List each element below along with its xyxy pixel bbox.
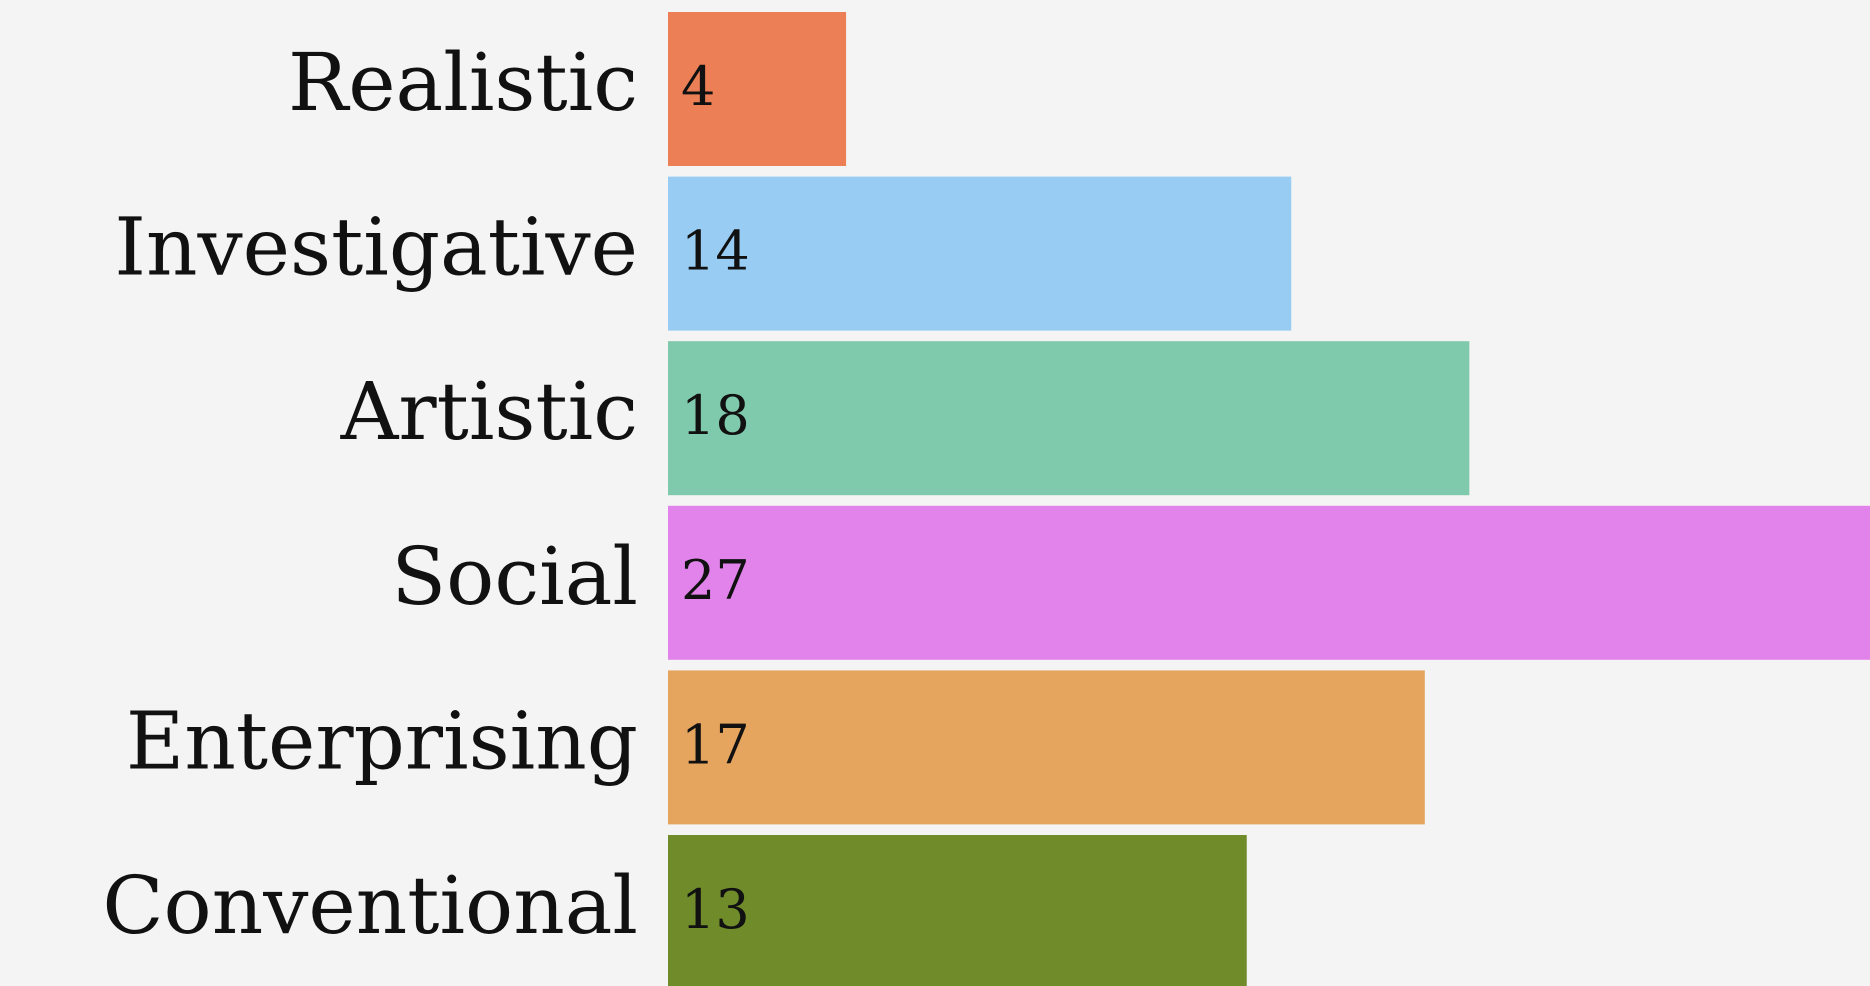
category-label: Social	[391, 530, 638, 623]
category-label: Investigative	[114, 201, 638, 294]
bar	[668, 12, 847, 166]
category-label: Realistic	[288, 36, 638, 129]
bar	[668, 670, 1425, 825]
category-label: Artistic	[340, 365, 638, 458]
category-label: Conventional	[102, 859, 638, 952]
category-label: Enterprising	[126, 694, 638, 787]
value-label: 18	[681, 384, 750, 447]
value-label: 14	[681, 220, 750, 283]
bar	[668, 176, 1292, 331]
value-label: 13	[681, 878, 750, 941]
bar	[668, 505, 1870, 660]
value-label: 17	[681, 713, 750, 776]
bar	[668, 341, 1470, 496]
bar	[668, 835, 1247, 986]
value-label: 27	[681, 549, 750, 612]
value-label: 4	[681, 55, 715, 118]
